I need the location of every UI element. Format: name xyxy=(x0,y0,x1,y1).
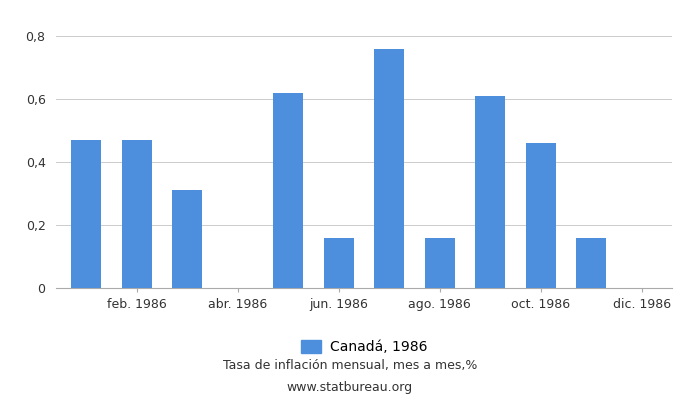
Bar xyxy=(425,238,455,288)
Bar xyxy=(71,140,101,288)
Text: Tasa de inflación mensual, mes a mes,%: Tasa de inflación mensual, mes a mes,% xyxy=(223,360,477,372)
Bar xyxy=(122,140,152,288)
Bar xyxy=(323,238,354,288)
Bar xyxy=(374,48,405,288)
Bar xyxy=(576,238,606,288)
Legend: Canadá, 1986: Canadá, 1986 xyxy=(301,340,427,354)
Bar xyxy=(526,143,556,288)
Bar xyxy=(172,190,202,288)
Bar xyxy=(475,96,505,288)
Text: www.statbureau.org: www.statbureau.org xyxy=(287,382,413,394)
Bar xyxy=(273,93,303,288)
